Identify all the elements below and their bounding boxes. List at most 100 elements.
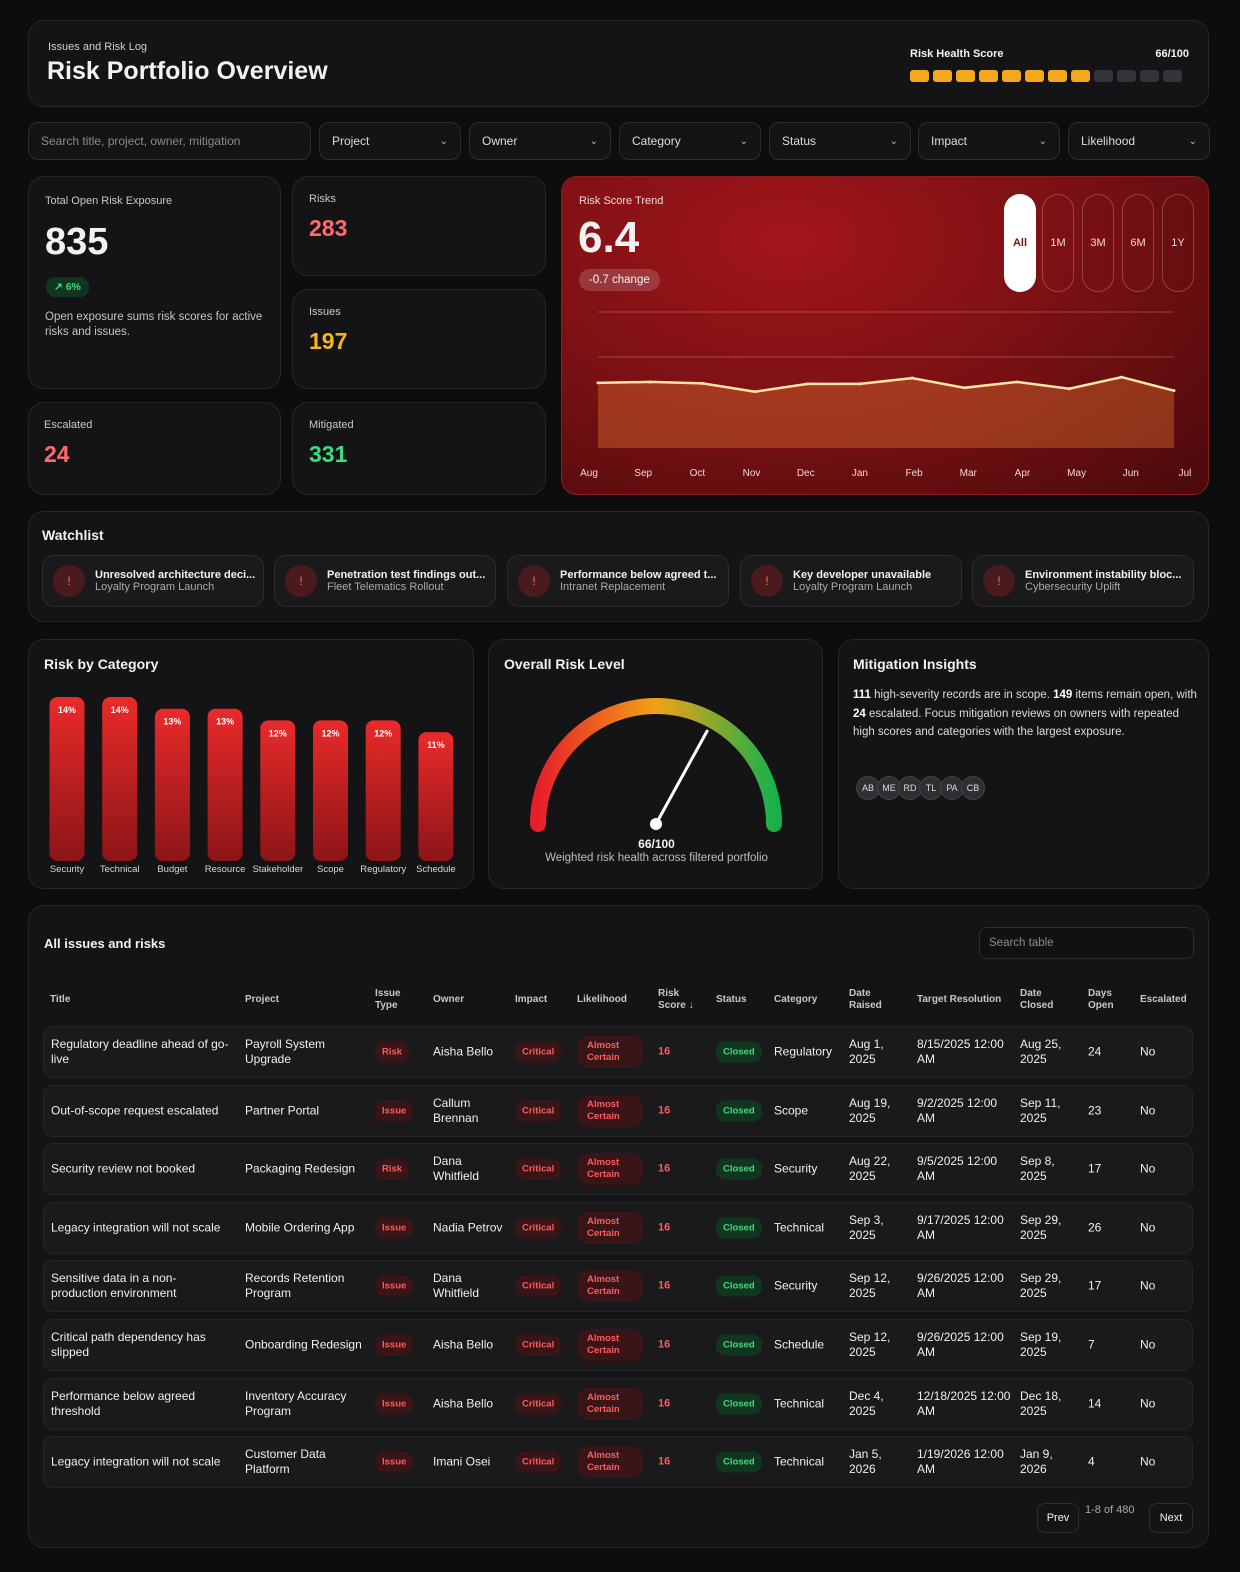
table-row[interactable]: Sensitive data in a non-production envir… — [43, 1260, 1193, 1313]
x-tick-label: Dec — [797, 468, 815, 479]
col-header[interactable]: Category — [774, 994, 818, 1005]
health-segment-filled — [910, 70, 929, 82]
cell-target: 9/2/2025 12:00 AM — [917, 1095, 998, 1125]
col-header[interactable]: Impact — [515, 994, 548, 1005]
range-1y-button[interactable]: 1Y — [1162, 194, 1194, 292]
cell-score: 16 — [658, 1221, 671, 1234]
filter-project[interactable]: Project ⌄ — [319, 122, 461, 160]
bar-value-label: 13% — [163, 717, 181, 727]
table-row[interactable]: Out-of-scope request escalated Partner Po… — [43, 1084, 1193, 1137]
category-label: Resource — [205, 864, 246, 875]
health-segment-filled — [1071, 70, 1090, 82]
trend-card: Risk Score Trend 6.4 -0.7 change All 1M … — [561, 176, 1209, 495]
cell-escalated: No — [1140, 1161, 1156, 1176]
chevron-down-icon: ⌄ — [1188, 135, 1197, 147]
health-segment-empty — [1117, 70, 1136, 82]
table-search-placeholder: Search table — [989, 937, 1054, 949]
cell-days: 14 — [1088, 1396, 1102, 1411]
next-page-button[interactable]: Next — [1149, 1503, 1193, 1533]
watchlist-item-title: Unresolved architecture deci... — [95, 569, 256, 581]
search-input[interactable]: Search title, project, owner, mitigation — [28, 122, 311, 160]
avatar[interactable]: PA — [940, 776, 964, 800]
watchlist-item-project: Fleet Telematics Rollout — [327, 581, 444, 593]
col-header[interactable]: Status — [716, 994, 747, 1005]
table-row[interactable]: Performance below agreed threshold Invent… — [43, 1377, 1193, 1430]
cell-project: Packaging Redesign — [245, 1161, 356, 1176]
col-header[interactable]: Project — [245, 994, 279, 1005]
filter-status[interactable]: Status ⌄ — [769, 122, 911, 160]
cell-raised: Aug 19, 2025 — [849, 1095, 891, 1125]
col-header[interactable]: Date Closed — [1020, 988, 1054, 1011]
watchlist-item[interactable]: ! Unresolved architecture deci... Loyalty … — [42, 555, 264, 607]
avatar[interactable]: CB — [961, 776, 985, 800]
col-header[interactable]: Target Resolution — [917, 994, 1002, 1005]
cell-category: Technical — [774, 1396, 825, 1411]
cell-escalated: No — [1140, 1396, 1156, 1411]
category-label: Technical — [100, 864, 140, 875]
cell-score: 16 — [658, 1397, 671, 1410]
health-segment-filled — [1002, 70, 1021, 82]
health-segment-filled — [933, 70, 952, 82]
col-header[interactable]: Title — [50, 994, 71, 1005]
table-row[interactable]: Security review not booked Packaging Rede… — [43, 1143, 1193, 1196]
col-header[interactable]: Owner — [433, 994, 465, 1005]
col-header-sorted[interactable]: Risk Score ↓ — [658, 988, 694, 1011]
cell-likelihood: Almost Certain — [577, 1094, 643, 1127]
filter-category[interactable]: Category ⌄ — [619, 122, 761, 160]
watchlist-item[interactable]: ! Penetration test findings out... Fleet T… — [274, 555, 496, 607]
cell-impact: Critical — [515, 1275, 562, 1297]
table-row[interactable]: Legacy integration will not scale Mobile … — [43, 1201, 1193, 1254]
filter-impact[interactable]: Impact ⌄ — [918, 122, 1060, 160]
col-header[interactable]: Likelihood — [577, 994, 627, 1005]
col-header[interactable]: Issue Type — [375, 988, 401, 1011]
watchlist-item[interactable]: ! Environment instability bloc... Cybersec… — [972, 555, 1194, 607]
range-6m-button[interactable]: 6M — [1122, 194, 1154, 292]
filter-label: Owner — [482, 134, 518, 148]
health-segment-filled — [1048, 70, 1067, 82]
range-all-button[interactable]: All — [1004, 194, 1036, 292]
watchlist-item[interactable]: ! Performance below agreed t... Intranet R… — [507, 555, 729, 607]
prev-page-button[interactable]: Prev — [1037, 1503, 1079, 1533]
cell-status: Closed — [716, 1275, 762, 1297]
col-header[interactable]: Escalated — [1140, 994, 1187, 1005]
cell-impact: Critical — [515, 1334, 562, 1356]
cell-owner: Callum Brennan — [433, 1095, 479, 1125]
insights-title: Mitigation Insights — [853, 656, 977, 672]
watchlist-item[interactable]: ! Key developer unavailable Loyalty Progra… — [740, 555, 962, 607]
filter-owner[interactable]: Owner ⌄ — [469, 122, 611, 160]
cell-days: 17 — [1088, 1278, 1102, 1293]
cell-title: Legacy integration will not scale — [51, 1220, 221, 1235]
avatar[interactable]: ME — [877, 776, 901, 800]
table-search-input[interactable]: Search table — [979, 927, 1194, 959]
cell-target: 8/15/2025 12:00 AM — [917, 1037, 1004, 1066]
cell-impact: Critical — [515, 1451, 562, 1473]
filter-likelihood[interactable]: Likelihood ⌄ — [1068, 122, 1210, 160]
cell-closed: Sep 8, 2025 — [1020, 1154, 1055, 1184]
table-row[interactable]: Regulatory deadline ahead of go-live Payr… — [43, 1026, 1193, 1078]
risks-card: Risks 283 — [292, 176, 546, 276]
bar-Security — [49, 697, 85, 861]
trend-point-Jan — [858, 382, 862, 386]
col-header[interactable]: Days Open — [1088, 988, 1114, 1011]
trend-change-badge: -0.7 change — [579, 269, 660, 291]
table-row[interactable]: Critical path dependency has slipped Onbo… — [43, 1319, 1193, 1371]
cell-title: Performance below agreed threshold — [51, 1388, 196, 1418]
table-row[interactable]: Legacy integration will not scale Custome… — [43, 1436, 1193, 1489]
cell-owner: Aisha Bello — [433, 1337, 494, 1352]
range-3m-button[interactable]: 3M — [1082, 194, 1114, 292]
bar-Resource — [207, 708, 243, 861]
watchlist-item-title: Penetration test findings out... — [327, 569, 486, 581]
cell-type: Risk — [375, 1158, 410, 1180]
avatar[interactable]: AB — [856, 776, 880, 800]
col-header[interactable]: Date Raised — [849, 988, 882, 1011]
page-subtitle: Issues and Risk Log — [48, 41, 148, 53]
cell-target: 9/26/2025 12:00 AM — [917, 1330, 1004, 1359]
cell-closed: Dec 18, 2025 — [1020, 1388, 1062, 1418]
escalated-value: 24 — [44, 441, 70, 467]
cell-category: Security — [774, 1161, 818, 1176]
range-1m-button[interactable]: 1M — [1042, 194, 1074, 292]
category-bar-chart: 14% Security 14% Technical 13% Budget 13% Resou… — [49, 697, 456, 875]
category-label: Schedule — [416, 864, 456, 875]
cell-raised: Aug 22, 2025 — [849, 1154, 891, 1184]
health-segment-filled — [1025, 70, 1044, 82]
